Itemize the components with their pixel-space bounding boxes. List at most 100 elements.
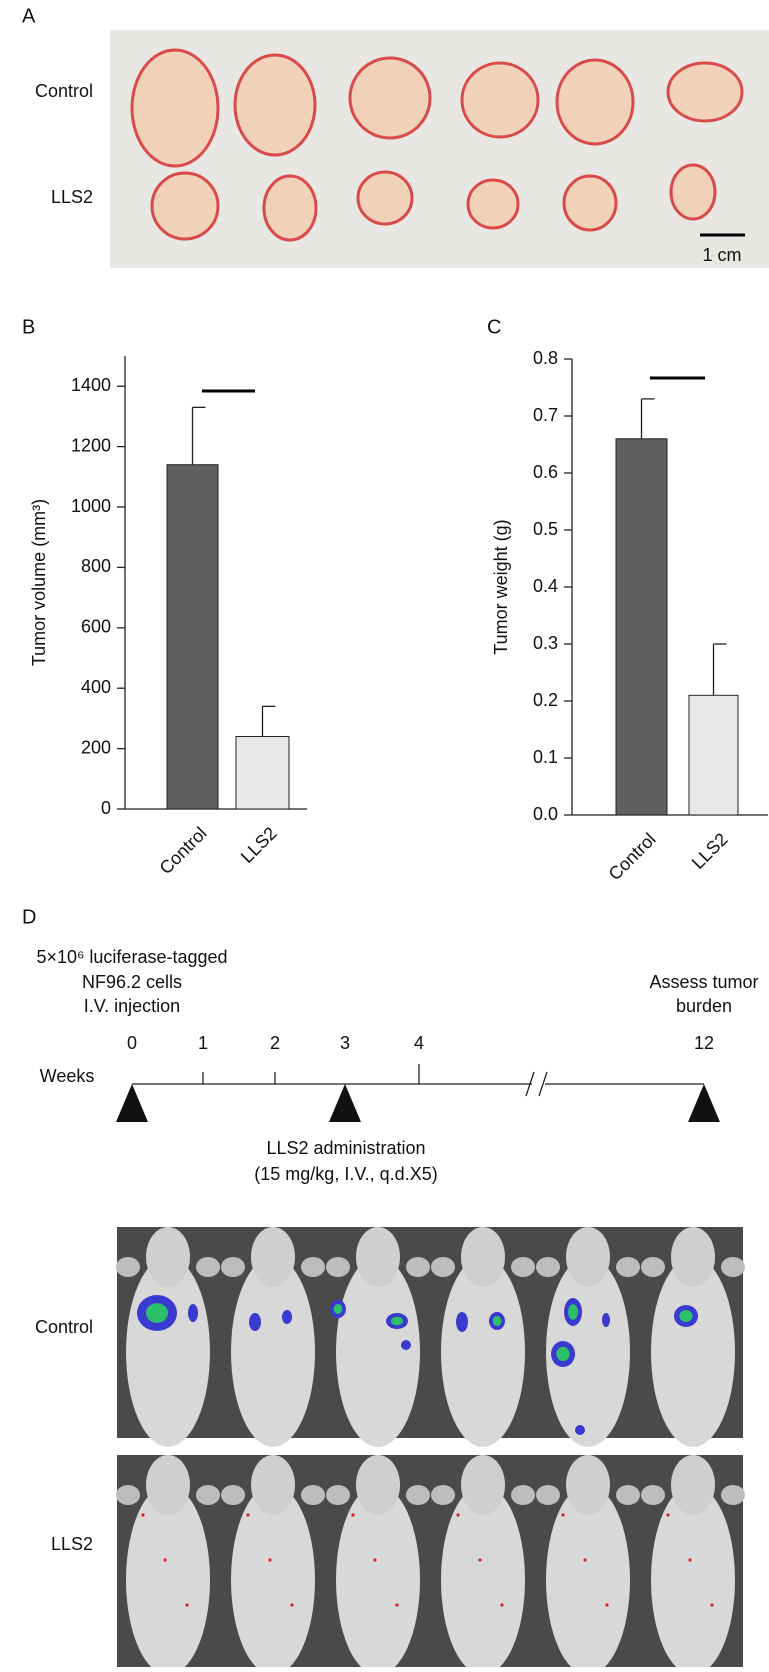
signal-dot — [351, 1513, 355, 1517]
week-label: 0 — [127, 1033, 137, 1053]
mouse — [231, 1257, 315, 1447]
mouse-head — [146, 1227, 190, 1287]
signal-dot — [163, 1558, 167, 1562]
mouse — [651, 1485, 735, 1672]
timeline-text: NF96.2 cells — [82, 972, 182, 992]
scale-bar-label: 1 cm — [702, 245, 741, 265]
y-axis-label: Tumor volume (mm³) — [29, 499, 49, 666]
mouse-head — [461, 1227, 505, 1287]
y-tick-label: 1400 — [71, 375, 111, 395]
mouse — [336, 1485, 420, 1672]
week-label: 2 — [270, 1033, 280, 1053]
mouse-ear — [431, 1257, 455, 1277]
mouse-ear — [721, 1257, 745, 1277]
panel-label: B — [22, 316, 35, 338]
mouse — [651, 1257, 735, 1447]
y-tick-label: 200 — [81, 737, 111, 757]
y-tick-label: 0.8 — [533, 348, 558, 368]
x-tick-label: LLS2 — [688, 829, 732, 873]
row-label: LLS2 — [51, 1534, 93, 1554]
signal-core — [390, 1316, 404, 1326]
week-label: 12 — [694, 1033, 714, 1053]
signal-core — [146, 1303, 168, 1323]
bioluminescence-images — [116, 1227, 745, 1672]
mouse — [441, 1485, 525, 1672]
timeline-axis-label: Weeks — [40, 1066, 95, 1086]
mouse-head — [356, 1227, 400, 1287]
mouse-ear — [641, 1485, 665, 1505]
signal-dot — [141, 1513, 145, 1517]
timeline — [116, 1064, 720, 1122]
x-tick-label: Control — [156, 823, 211, 878]
mouse-ear — [301, 1485, 325, 1505]
mouse-ear — [536, 1257, 560, 1277]
week-label: 3 — [340, 1033, 350, 1053]
bar — [166, 464, 219, 810]
panel-label: A — [22, 5, 36, 27]
mouse-ear — [116, 1485, 140, 1505]
mouse-ear — [406, 1257, 430, 1277]
mouse-ear — [326, 1485, 350, 1505]
signal — [401, 1340, 411, 1350]
y-tick-label: 0.5 — [533, 519, 558, 539]
y-tick-label: 1200 — [71, 435, 111, 455]
timeline-text: 5×10⁶ luciferase-tagged — [36, 947, 227, 967]
mouse-head — [671, 1455, 715, 1515]
x-tick-label: Control — [605, 829, 660, 884]
mouse-ear — [221, 1485, 245, 1505]
mouse-ear — [721, 1485, 745, 1505]
y-tick-label: 400 — [81, 677, 111, 697]
signal-dot — [395, 1603, 399, 1607]
row-label: Control — [35, 81, 93, 101]
panel-label: C — [487, 316, 501, 338]
bar — [235, 736, 290, 810]
y-tick-label: 600 — [81, 617, 111, 637]
signal-core — [492, 1316, 502, 1326]
mouse-ear — [196, 1257, 220, 1277]
y-tick-label: 0 — [101, 798, 111, 818]
y-tick-label: 0.6 — [533, 462, 558, 482]
mouse-ear — [406, 1485, 430, 1505]
mouse-head — [146, 1455, 190, 1515]
panel-label: D — [22, 906, 36, 928]
mouse-ear — [326, 1257, 350, 1277]
y-tick-label: 0.2 — [533, 690, 558, 710]
signal — [456, 1312, 468, 1332]
signal-core — [568, 1304, 578, 1320]
mouse-head — [566, 1227, 610, 1287]
mouse-ear — [511, 1257, 535, 1277]
mouse-ear — [196, 1485, 220, 1505]
bar — [688, 694, 739, 816]
week-label: 1 — [198, 1033, 208, 1053]
mouse-ear — [511, 1485, 535, 1505]
signal-dot — [246, 1513, 250, 1517]
signal-dot — [185, 1603, 189, 1607]
signal-core — [556, 1346, 570, 1362]
mouse-ear — [116, 1257, 140, 1277]
signal-dot — [478, 1558, 482, 1562]
mouse-ear — [616, 1257, 640, 1277]
signal — [575, 1425, 585, 1435]
signal-dot — [583, 1558, 587, 1562]
signal-dot — [290, 1603, 294, 1607]
mouse-head — [251, 1227, 295, 1287]
timeline-text: LLS2 administration — [266, 1138, 425, 1158]
mouse-head — [356, 1455, 400, 1515]
mouse-ear — [616, 1485, 640, 1505]
signal-dot — [605, 1603, 609, 1607]
timeline-text: burden — [676, 996, 732, 1016]
y-axis-label: Tumor weight (g) — [491, 519, 511, 654]
mouse — [546, 1485, 630, 1672]
y-tick-label: 1000 — [71, 496, 111, 516]
x-tick-label: LLS2 — [237, 823, 281, 867]
bar — [615, 438, 668, 816]
signal-dot — [710, 1603, 714, 1607]
signal-dot — [688, 1558, 692, 1562]
y-tick-label: 0.1 — [533, 747, 558, 767]
mouse — [126, 1485, 210, 1672]
mouse-head — [461, 1455, 505, 1515]
signal — [188, 1304, 198, 1322]
signal-dot — [456, 1513, 460, 1517]
mouse-ear — [536, 1485, 560, 1505]
